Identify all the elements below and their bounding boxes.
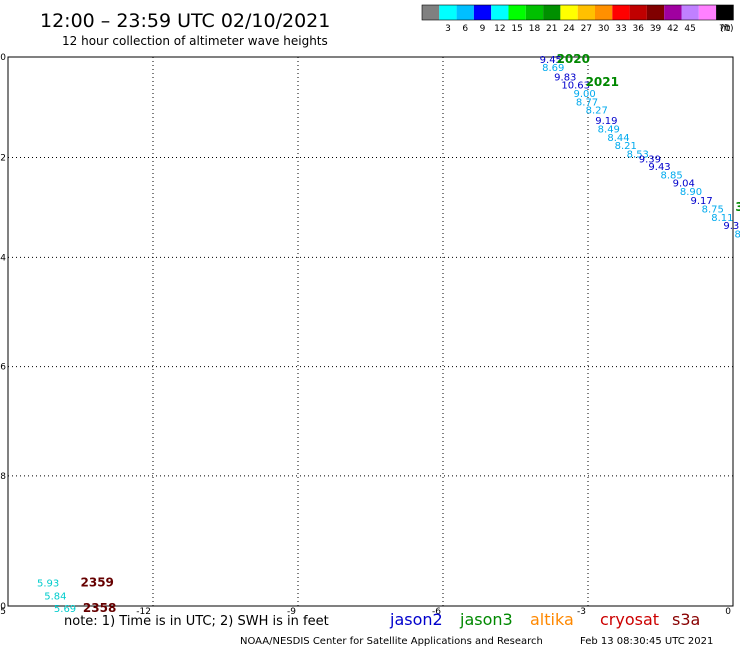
chart-subtitle: 12 hour collection of altimeter wave hei… bbox=[62, 34, 328, 48]
colorbar-label: 70 bbox=[719, 24, 731, 34]
x-tick-label: 0 bbox=[725, 607, 731, 617]
wave-height-label: 8.85 bbox=[661, 170, 683, 181]
colorbar-label: 15 bbox=[511, 24, 522, 34]
colorbar-label: 12 bbox=[494, 24, 505, 34]
wave-height-label: 5.84 bbox=[44, 591, 66, 602]
time-label: 3 bbox=[735, 200, 740, 214]
colorbar-label: 39 bbox=[650, 24, 662, 34]
wave-height-label: 9.43 bbox=[648, 162, 670, 173]
wave-height-label: 5.69 bbox=[54, 604, 76, 615]
colorbar-label: 33 bbox=[615, 24, 626, 34]
wave-height-label: 9.83 bbox=[554, 73, 576, 84]
colorbar-swatch bbox=[491, 5, 509, 20]
colorbar-label: 18 bbox=[529, 24, 541, 34]
colorbar-swatch bbox=[716, 5, 734, 20]
wave-height-label: 8.21 bbox=[615, 141, 637, 152]
colorbar-label: 6 bbox=[462, 24, 468, 34]
chart-title: 12:00 – 23:59 UTC 02/10/2021 bbox=[40, 10, 330, 32]
plot-area: -15 -12 -9 -6 -3 0 -50 -52 -54 -56 -58 -60 bbox=[0, 53, 734, 617]
colorbar-swatch bbox=[577, 5, 595, 20]
wave-height-label: 10.63 bbox=[561, 81, 590, 92]
color-scale-bar: 3 6 9 12 15 18 21 24 27 30 33 36 39 42 45 70(ft) bbox=[421, 4, 734, 34]
colorbar-label: 24 bbox=[563, 24, 575, 34]
time-label: 2020 bbox=[557, 52, 590, 66]
legend-satellite-cryosat: cryosat bbox=[600, 610, 659, 629]
time-label: 2021 bbox=[586, 75, 619, 89]
colorbar-swatch bbox=[629, 5, 647, 20]
footer-timestamp: Feb 13 08:30:45 UTC 2021 bbox=[580, 636, 713, 647]
wave-height-label: 8.27 bbox=[586, 106, 608, 117]
wave-height-label: 9.45 bbox=[540, 55, 562, 66]
plot-frame bbox=[7, 56, 734, 607]
colorbar-unit: (ft) bbox=[720, 24, 734, 34]
colorbar-swatch bbox=[698, 5, 717, 20]
y-tick-label: -60 bbox=[0, 602, 6, 612]
wave-height-label: 9.3 bbox=[723, 221, 739, 232]
colorbar-label: 36 bbox=[633, 24, 645, 34]
colorbar-swatch bbox=[525, 5, 544, 20]
colorbar-label: 42 bbox=[667, 24, 678, 34]
colorbar-label: 21 bbox=[546, 24, 557, 34]
legend-satellite-altika: altika bbox=[530, 610, 574, 629]
footer-credit: NOAA/NESDIS Center for Satellite Applica… bbox=[240, 636, 543, 647]
wave-height-label: 8.44 bbox=[607, 133, 629, 144]
wave-height-label: 5.93 bbox=[37, 578, 59, 589]
colorbar-swatch bbox=[422, 5, 440, 20]
wave-height-label: 8.69 bbox=[542, 63, 564, 74]
legend-note: note: 1) Time is in UTC; 2) SWH is in fe… bbox=[64, 614, 329, 629]
colorbar-label: 45 bbox=[684, 24, 695, 34]
colorbar-swatch bbox=[595, 5, 613, 20]
x-tick-label: -3 bbox=[577, 607, 586, 617]
wave-height-label: 8.49 bbox=[598, 124, 620, 135]
legend-satellite-jason2: jason2 bbox=[389, 610, 443, 629]
wave-height-label: 8.77 bbox=[576, 98, 598, 109]
time-label: 2359 bbox=[81, 575, 114, 589]
colorbar-swatch bbox=[664, 5, 682, 20]
wave-height-label: 8.11 bbox=[711, 213, 733, 224]
wave-height-label: 8 bbox=[734, 229, 740, 240]
x-tick-label: -15 bbox=[0, 607, 6, 617]
colorbar-frame bbox=[421, 4, 734, 21]
x-tick-label: -6 bbox=[432, 607, 441, 617]
y-tick-label: -58 bbox=[0, 472, 6, 482]
wave-height-label: 8.90 bbox=[680, 187, 702, 198]
x-tick-label: -12 bbox=[136, 607, 151, 617]
colorbar-swatch bbox=[543, 5, 561, 20]
wave-height-label: 9.04 bbox=[673, 178, 695, 189]
legend-satellite-jason3: jason3 bbox=[459, 610, 513, 629]
colorbar-label: 30 bbox=[598, 24, 610, 34]
colorbar-swatch bbox=[646, 5, 665, 20]
colorbar-swatch bbox=[473, 5, 492, 20]
colorbar-label: 27 bbox=[581, 24, 592, 34]
y-tick-label: -54 bbox=[0, 253, 6, 263]
time-label: 2358 bbox=[83, 601, 116, 615]
colorbar-swatch bbox=[681, 5, 699, 20]
colorbar-swatch bbox=[508, 5, 526, 20]
wave-height-label: 9.39 bbox=[639, 154, 661, 165]
colorbar-swatch bbox=[612, 5, 630, 20]
colorbar-swatch bbox=[456, 5, 474, 20]
wave-height-label: 9.00 bbox=[574, 89, 596, 100]
y-tick-label: -50 bbox=[0, 53, 6, 63]
wave-height-label: 9.19 bbox=[595, 116, 617, 127]
legend: note: 1) Time is in UTC; 2) SWH is in fe… bbox=[64, 610, 700, 629]
y-tick-label: -56 bbox=[0, 363, 6, 373]
wave-height-label: 9.17 bbox=[690, 196, 712, 207]
colorbar-label: 3 bbox=[445, 24, 451, 34]
wave-height-labels: 9.458.699.8310.639.008.778.279.198.498.4… bbox=[37, 52, 740, 615]
wave-height-label: 8.75 bbox=[702, 204, 724, 215]
x-tick-label: -9 bbox=[287, 607, 296, 617]
wave-height-label: 8.53 bbox=[627, 149, 649, 160]
colorbar-swatch bbox=[439, 5, 457, 20]
y-tick-label: -52 bbox=[0, 153, 6, 163]
colorbar-swatch bbox=[560, 5, 578, 20]
legend-satellite-s3a: s3a bbox=[672, 610, 700, 629]
colorbar-label: 9 bbox=[480, 24, 486, 34]
